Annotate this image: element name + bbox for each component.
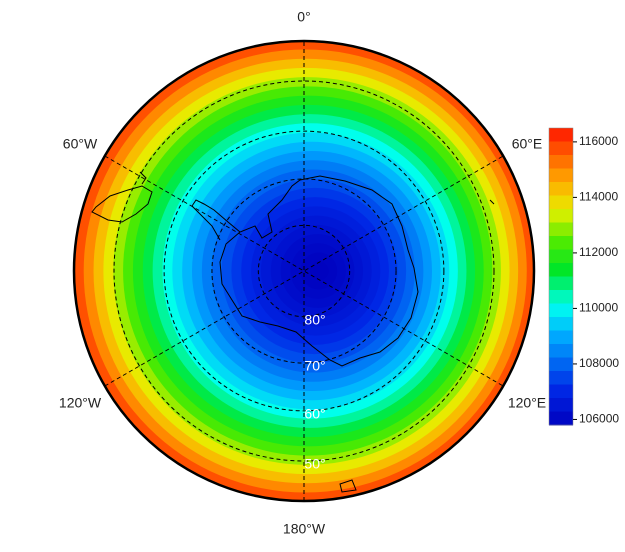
contour-band [310,261,329,281]
colorbar-tick-label: 110000 [579,301,618,315]
colorbar-swatch [549,128,573,142]
colorbar-swatch [549,222,573,237]
latitude-label: 80° [304,311,325,327]
colorbar-frame [548,127,574,426]
longitude-label: 120°W [59,395,102,411]
latitude-label: 70° [304,358,325,374]
colorbar: 106000 108000 110000 112000 114000 116000 [548,127,619,426]
colorbar-swatch [549,249,573,264]
colorbar-swatch [549,276,573,291]
latitude-circle [163,130,445,412]
colorbar-swatch [549,317,573,331]
colorbar-swatch [549,371,573,385]
colorbar-tick-label: 106000 [579,412,619,426]
colorbar-swatch [549,290,573,304]
latitude-circle [211,178,397,364]
colorbar-swatch [549,303,573,318]
colorbar-tick-label: 112000 [579,245,618,259]
colorbar-swatch [549,182,573,196]
colorbar-swatch [549,263,573,277]
contour-field [74,41,534,501]
colorbar-swatch [549,357,573,372]
longitude-label: 120°E [508,395,546,411]
latitude-label: 50° [304,456,325,472]
colorbar-swatch [549,141,573,156]
map-boundary [72,39,536,503]
colorbar-swatch [549,344,573,358]
longitude-label: 0° [297,9,310,25]
colorbar-swatch [549,398,573,412]
colorbar-swatch [549,330,573,345]
colorbar-swatch [549,411,573,426]
colorbar-swatch [549,155,573,169]
longitude-label: 60°W [63,136,98,152]
graticule [104,41,504,501]
colorbar-tick-label: 114000 [579,190,618,204]
colorbar-swatch [549,168,573,183]
coastlines [91,171,495,493]
longitude-label: 60°E [512,136,543,152]
latitude-circle [113,80,495,462]
colorbar-swatch [549,384,573,399]
colorbar-swatch [549,209,573,223]
colorbar-swatch [549,236,573,250]
longitude-label: 180°W [283,521,326,537]
latitude-label: 60° [304,406,325,422]
colorbar-tick-label: 108000 [579,356,619,370]
colorbar-tick-label: 116000 [579,134,618,148]
colorbar-swatch [549,195,573,210]
